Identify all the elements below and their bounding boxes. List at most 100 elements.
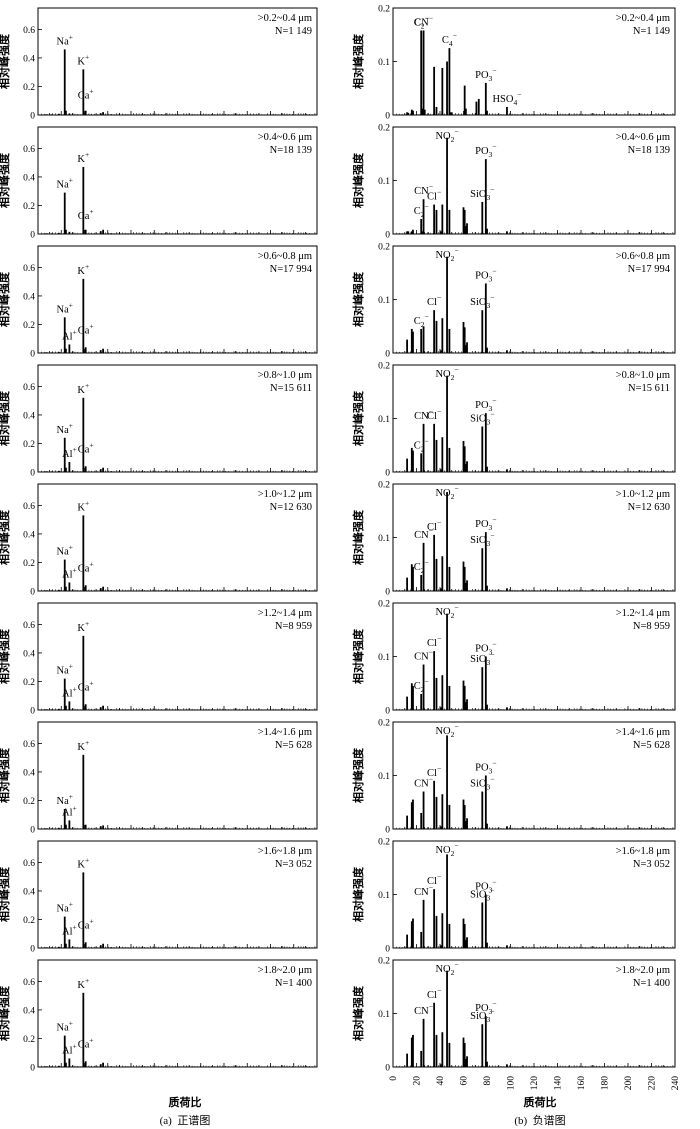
ion-label-text: CN [414,652,429,663]
y-axis-label: 相对峰强度 [0,271,11,327]
ion-label-text: SiO [470,654,487,665]
y-tick-label: 0.4 [23,530,35,540]
spectral-peak [412,331,414,353]
spectral-peak [463,85,466,115]
y-tick-label: 0.1 [378,1010,390,1020]
ion-label: Al+ [62,565,77,580]
particle-count-label: N=18 139 [270,145,312,156]
particle-count-label: N=8 959 [275,621,312,632]
spectral-peak [446,61,448,115]
spectral-peak [68,113,71,115]
ion-label: CN− [414,648,433,663]
spectral-peak [481,902,484,948]
spectral-peak [464,344,467,353]
spectral-peak [82,278,85,353]
ion-label: CN− [414,13,433,28]
spectral-peak [484,159,487,234]
ion-label: Ca+ [78,560,94,575]
x-tick-label: 120 [530,1076,540,1091]
particle-count-label: N=15 611 [628,383,670,394]
spectral-peak [433,310,436,353]
ion-label-text: Ca [78,921,90,932]
ion-label: C4− [442,31,457,48]
spectral-peak [484,775,487,829]
spectral-peak [481,791,484,829]
spectral-peak [435,320,438,353]
spectral-peak [68,939,71,948]
size-range-label: >1.8~2.0 μm [616,965,670,976]
x-axis-label-negative: 质荷比 [524,1095,557,1109]
ion-label-superscript: + [85,976,89,985]
ion-label-superscript: − [429,526,433,535]
spectral-peak [448,209,451,234]
spectral-peak [484,894,487,948]
ion-label: HSO4− [492,90,521,107]
spectral-peak [464,582,467,591]
ion-label-text: K [77,385,85,396]
spectral-peak [110,828,113,829]
plot-frame [37,840,318,949]
ion-label-text: C [414,206,421,217]
ion-label: Na+ [56,543,72,558]
spectral-peak [45,471,48,472]
size-range-label: >1.6~1.8 μm [616,846,670,857]
plot-frame [392,7,676,116]
y-axis-label: 相对峰强度 [351,390,365,446]
ion-label-text: Cl [427,192,437,203]
ion-label: Ca+ [78,87,94,102]
spectral-peak [407,112,410,115]
x-tick-label: 20 [413,1076,423,1086]
spectral-peak [440,588,443,591]
ion-label-superscript: − [429,182,433,191]
ion-label-superscript: − [492,999,496,1008]
ion-label-subscript: 3 [486,301,490,310]
ion-label-superscript: − [437,407,441,416]
spectral-peak [422,30,425,115]
ion-label: PO3− [475,878,496,895]
ion-label-superscript: + [85,150,89,159]
ion-label-superscript: − [424,436,428,445]
ion-label-text: Al [62,807,73,818]
spectral-peak [462,1037,465,1067]
spectral-peak [441,318,444,353]
ion-label-superscript: + [85,52,89,61]
ion-label-superscript: + [89,1036,93,1045]
spectral-peak [410,231,413,234]
ion-label-subscript: 2 [451,135,455,144]
spectral-peak [448,923,451,948]
spectral-peak [506,588,508,591]
ion-label: Cl− [427,764,441,779]
ion-label: Ca+ [78,1036,94,1051]
spectral-peak [110,590,113,591]
ion-label-text: Cl [427,876,437,887]
ion-label-subscript: 3 [489,767,493,776]
size-range-label: >1.6~1.8 μm [258,846,312,857]
particle-count-label: N=1 149 [633,26,670,37]
particle-count-label: N=1 149 [275,26,312,37]
ion-label-subscript: 2 [451,373,455,382]
ion-label-text: CN [414,1006,429,1017]
particle-count-label: N=17 994 [270,264,313,275]
spectral-peak [433,204,436,234]
baseline-noise [396,589,674,591]
y-axis-label: 相对峰强度 [0,509,11,565]
spectral-peak [441,67,444,115]
spectral-peak [435,439,438,472]
size-range-label: >1.0~1.2 μm [616,489,670,500]
y-tick-label: 0.4 [23,411,35,421]
ion-label-superscript: − [490,650,494,659]
ion-label-subscript: 4 [449,39,453,48]
ion-label-text: Cl [427,297,437,308]
y-tick-label: 0.6 [23,26,35,36]
spectral-peak [441,794,444,829]
ion-label-text: K [77,742,85,753]
y-tick-label: 0.4 [23,173,35,183]
y-tick-label: 0.2 [23,440,35,450]
x-axis-label-positive: 质荷比 [169,1095,202,1109]
spectral-peak [420,574,423,591]
y-tick-label: 0 [30,826,35,836]
